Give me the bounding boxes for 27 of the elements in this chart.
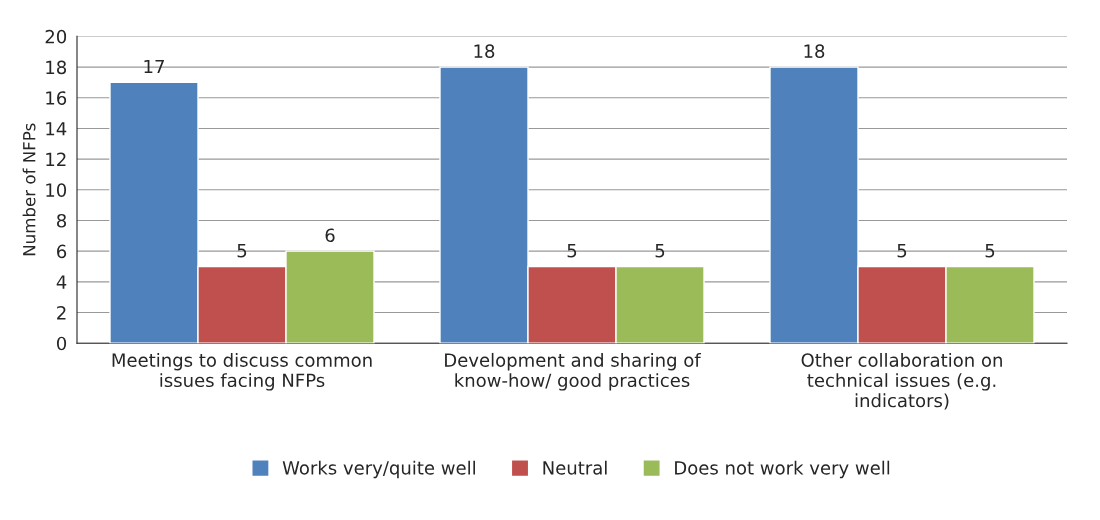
data-label: 5 (237, 244, 247, 258)
legend-label: Does not work very well (675, 460, 890, 479)
y-tick-label: 16 (46, 91, 67, 105)
x-tick-label: Development and sharing of know-how/ good practices (445, 352, 702, 391)
y-tick-label: 0 (56, 336, 67, 351)
data-label: 5 (985, 244, 995, 258)
data-label: 18 (474, 44, 495, 59)
legend-label: Works very/quite well (282, 460, 475, 479)
data-label: 5 (567, 244, 577, 258)
legend-label: Neutral (543, 460, 607, 475)
data-label: 17 (144, 59, 164, 74)
data-label: 5 (897, 244, 907, 258)
y-tick-label: 6 (57, 244, 67, 259)
y-tick-label: 4 (56, 275, 67, 289)
y-axis-title: Number of NFPs (22, 123, 36, 256)
y-tick-label: 14 (46, 122, 67, 136)
x-tick-label: Meetings to discuss common issues facing NFPs (112, 352, 372, 391)
data-label: 18 (804, 44, 825, 59)
x-tick-label: Other collaboration on technical issues (e.g. indicators) (801, 352, 1002, 410)
y-tick-label: 12 (46, 152, 66, 166)
data-label: 6 (325, 228, 335, 243)
y-tick-label: 18 (46, 60, 67, 75)
y-tick-label: 20 (45, 29, 67, 44)
y-tick-label: 8 (57, 213, 67, 228)
y-tick-label: 2 (57, 305, 66, 320)
y-tick-label: 10 (46, 183, 67, 197)
data-label: 5 (655, 244, 665, 258)
